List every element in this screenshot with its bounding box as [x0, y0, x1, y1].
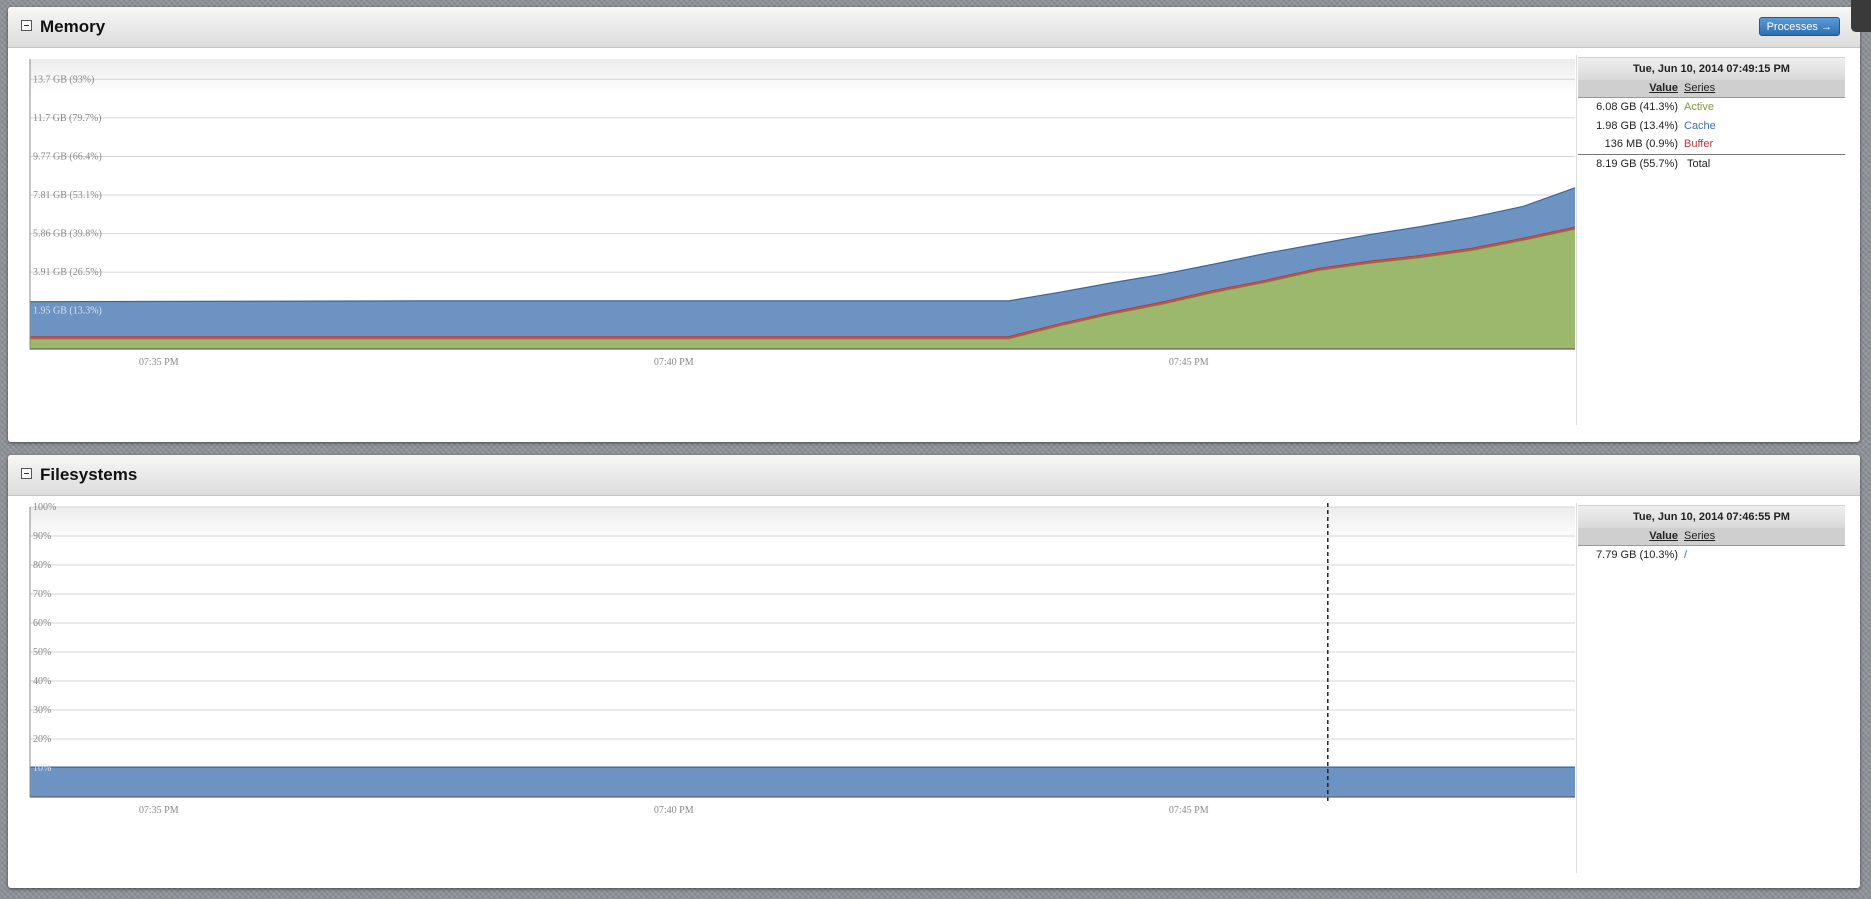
memory-chart-svg: 1.95 GB (13.3%) 3.91 GB (26.5%) 5.86 GB (3… — [29, 59, 1576, 368]
y-tick-label: 11.7 GB (79.7%) — [33, 113, 102, 124]
legend-value-header[interactable]: Value — [1649, 530, 1678, 542]
memory-panel-header: Memory Processes → — [8, 7, 1860, 48]
x-tick-label: 07:45 PM — [1169, 357, 1209, 368]
legend-value: 7.79 GB (10.3%) — [1596, 549, 1678, 561]
panel-title: Filesystems — [40, 465, 138, 484]
legend-time: Tue, Jun 10, 2014 07:46:55 PM — [1578, 505, 1845, 528]
y-tick-label: 3.91 GB (26.5%) — [33, 267, 102, 278]
area-series-active[interactable] — [30, 229, 1575, 349]
legend-row-cache[interactable]: 1.98 GB (13.4%) Cache — [1578, 117, 1845, 136]
y-tick-label: 100% — [33, 503, 56, 513]
legend-series: Active — [1684, 101, 1714, 113]
collapse-icon[interactable] — [21, 20, 32, 31]
processes-button[interactable]: Processes → — [1758, 17, 1840, 36]
legend-series-header[interactable]: Series — [1684, 82, 1716, 94]
legend-series-header[interactable]: Series — [1684, 530, 1716, 542]
collapse-icon[interactable] — [21, 468, 32, 479]
x-tick-label: 07:40 PM — [654, 357, 694, 368]
y-tick-label: 5.86 GB (39.8%) — [33, 229, 102, 240]
memory-legend: Tue, Jun 10, 2014 07:49:15 PM Value Seri… — [1578, 57, 1845, 173]
y-tick-label: 13.7 GB (93%) — [33, 74, 94, 85]
x-tick-label: 07:40 PM — [654, 805, 694, 816]
x-tick-label: 07:35 PM — [139, 357, 179, 368]
legend-value-header[interactable]: Value — [1649, 82, 1678, 94]
filesystems-chart[interactable]: 10% 20% 30% 40% 50% 60% 70% 80% 90% 100% 07:35 PM 0… — [20, 503, 1577, 873]
legend-series: / — [1684, 549, 1688, 561]
y-tick-label: 60% — [33, 618, 51, 629]
y-tick-label: 1.95 GB (13.3%) — [33, 305, 102, 316]
legend-series: Cache — [1684, 119, 1716, 132]
area-series-root[interactable] — [30, 767, 1575, 797]
y-tick-label: 80% — [33, 560, 51, 571]
legend-series: Buffer — [1684, 138, 1714, 150]
x-tick-label: 07:45 PM — [1169, 805, 1209, 816]
legend-value: 1.98 GB (13.4%) — [1596, 119, 1678, 132]
legend-row-active[interactable]: 6.08 GB (41.3%) Active — [1578, 98, 1845, 117]
filesystems-legend: Tue, Jun 10, 2014 07:46:55 PM Value Seri… — [1578, 505, 1845, 565]
legend-header: Value Series — [1578, 80, 1845, 98]
panel-title: Memory — [40, 17, 106, 36]
legend-row-buffer[interactable]: 136 MB (0.9%) Buffer — [1578, 135, 1845, 154]
filesystems-chart-svg: 10% 20% 30% 40% 50% 60% 70% 80% 90% 100% 07:35 PM 0… — [29, 503, 1575, 816]
legend-row-total: 8.19 GB (55.7%) Total — [1578, 153, 1845, 174]
x-tick-label: 07:35 PM — [139, 805, 179, 816]
area-series-cache[interactable] — [30, 187, 1575, 337]
series-line — [30, 228, 1576, 340]
y-tick-label: 20% — [33, 734, 51, 745]
legend-time: Tue, Jun 10, 2014 07:49:15 PM — [1578, 57, 1845, 80]
y-tick-label: 90% — [33, 531, 51, 542]
y-tick-label: 50% — [33, 647, 51, 658]
legend-row-root[interactable]: 7.79 GB (10.3%) / — [1578, 546, 1845, 565]
y-tick-label: 10% — [33, 763, 51, 774]
legend-value: 136 MB (0.9%) — [1604, 138, 1678, 150]
filesystems-panel: Filesystems 10% 20% 30% 40% 50% 60% 70% 80% 90% 1… — [8, 455, 1860, 888]
y-tick-label: 9.77 GB (66.4%) — [33, 151, 102, 162]
corner-handle[interactable] — [1851, 0, 1871, 32]
y-tick-label: 70% — [33, 589, 51, 600]
y-tick-label: 7.81 GB (53.1%) — [33, 190, 102, 201]
legend-total-value: 8.19 GB (55.7%) — [1596, 157, 1678, 170]
memory-panel: Memory Processes → 1.95 GB (13.3%) 3.91 G… — [8, 7, 1860, 442]
y-tick-label: 30% — [33, 705, 51, 716]
memory-chart[interactable]: 1.95 GB (13.3%) 3.91 GB (26.5%) 5.86 GB (3… — [20, 55, 1577, 425]
legend-header: Value Series — [1578, 528, 1845, 546]
y-tick-label: 40% — [33, 676, 51, 687]
filesystems-panel-header: Filesystems — [8, 455, 1860, 496]
legend-value: 6.08 GB (41.3%) — [1596, 101, 1678, 113]
series-line — [29, 187, 1576, 303]
legend-total-label: Total — [1687, 157, 1711, 170]
